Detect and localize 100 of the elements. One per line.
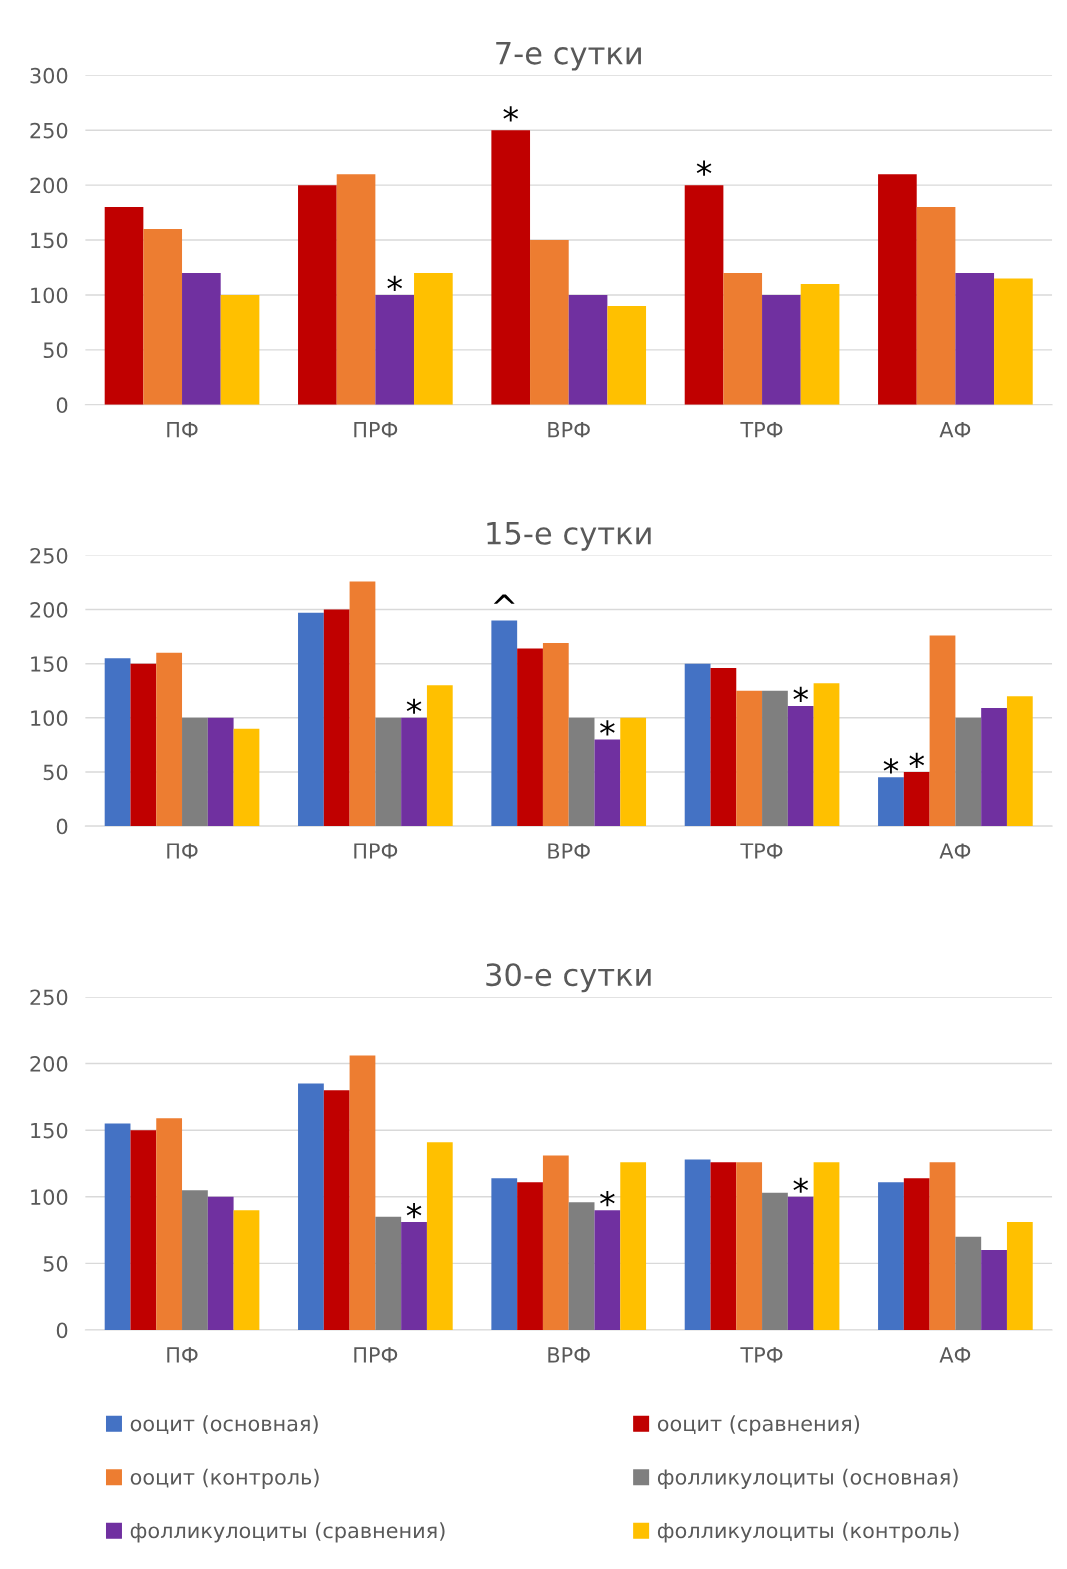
bar: [349, 1055, 376, 1331]
bar: [426, 1142, 453, 1331]
bar: [542, 1155, 569, 1331]
bar: [349, 581, 376, 827]
bar: [156, 1118, 183, 1331]
annotation: *: [406, 1202, 422, 1219]
bar: [298, 185, 337, 405]
y-tick-label: 150: [31, 656, 68, 672]
bar: [929, 1162, 956, 1331]
annotation: *: [793, 686, 809, 702]
y-tick-label: 300: [30, 67, 68, 84]
bar: [568, 294, 608, 405]
chart-title: 15-е сутки: [487, 522, 651, 551]
bar: [233, 728, 260, 827]
bar: [710, 1162, 737, 1331]
bar: [143, 229, 183, 405]
x-tick-label: АФ: [939, 843, 971, 859]
bar: [130, 1130, 157, 1331]
bar: [1006, 696, 1033, 827]
bar: [568, 1202, 595, 1331]
bar: [684, 663, 711, 827]
bar: [684, 1159, 711, 1331]
bar: [375, 294, 415, 405]
bar: [517, 1182, 543, 1331]
bar: [542, 643, 569, 827]
bar: [723, 273, 763, 405]
legend-label: ооцит (сравнения): [657, 1415, 860, 1436]
annotation: *: [883, 758, 899, 774]
bar: [994, 278, 1033, 405]
x-tick-label: ТРФ: [740, 1347, 783, 1363]
bar: [903, 1178, 930, 1331]
y-tick-label: 150: [31, 232, 68, 249]
bar: [375, 717, 402, 827]
annotation: *: [406, 698, 422, 714]
bar: [981, 708, 1007, 827]
y-tick-label: 250: [30, 547, 68, 564]
bar: [736, 1162, 763, 1331]
bar: [323, 609, 350, 827]
x-tick-label: ВРФ: [548, 422, 590, 438]
bar: [220, 294, 260, 405]
bar: [491, 620, 518, 827]
chart-title: 30-е сутки: [486, 963, 651, 993]
bar: [401, 1222, 427, 1331]
annotation: *: [387, 275, 403, 291]
x-tick-label: ПРФ: [354, 422, 398, 438]
bar: [426, 685, 453, 827]
legend-label: ооцит (контроль): [130, 1468, 319, 1489]
bar: [955, 717, 982, 827]
bar: [929, 635, 956, 827]
annotation: ^: [493, 594, 515, 604]
x-tick-label: ТРФ: [740, 422, 783, 438]
bar: [401, 717, 427, 827]
bar: [104, 658, 131, 827]
legend-label: ооцит (основная): [130, 1415, 318, 1434]
bar: [323, 1090, 350, 1331]
bar: [955, 1236, 982, 1331]
annotation: *: [793, 1177, 809, 1193]
y-tick-label: 0: [56, 818, 68, 835]
annotation: *: [600, 720, 615, 736]
y-tick-label: 200: [30, 1056, 68, 1072]
y-tick-label: 250: [30, 989, 68, 1006]
bar: [916, 207, 956, 405]
bar: [182, 1190, 208, 1331]
bar: [955, 273, 995, 405]
bar: [762, 294, 801, 405]
annotation: *: [909, 752, 925, 768]
bar: [800, 283, 840, 405]
y-tick-label: 100: [31, 1189, 68, 1206]
legend-label: фолликулоциты (контроль): [657, 1522, 959, 1543]
bar: [762, 1192, 788, 1331]
bar: [104, 1123, 131, 1331]
bar: [787, 1196, 814, 1331]
bar: [787, 705, 814, 827]
annotation: *: [503, 106, 519, 122]
x-tick-label: ПФ: [167, 1347, 198, 1363]
y-tick-label: 200: [30, 602, 68, 618]
x-tick-label: ПРФ: [354, 843, 398, 859]
bar: [298, 1083, 324, 1331]
y-tick-label: 0: [56, 1322, 68, 1339]
bar: [375, 1216, 402, 1331]
x-tick-label: АФ: [939, 422, 971, 438]
bar: [336, 174, 376, 405]
x-tick-label: ПРФ: [354, 1347, 398, 1363]
y-tick-label: 50: [43, 764, 68, 781]
bar: [878, 1182, 904, 1331]
bar: [762, 690, 788, 827]
bar: [736, 690, 763, 827]
y-tick-label: 150: [31, 1122, 68, 1139]
legend-label: фолликулоциты (основная): [657, 1468, 958, 1489]
bar: [491, 1178, 518, 1331]
bar: [684, 185, 724, 405]
bar: [104, 207, 144, 405]
x-tick-label: АФ: [939, 1347, 971, 1363]
x-tick-label: ВРФ: [548, 843, 590, 859]
bar: [568, 717, 595, 827]
bar: [981, 1250, 1007, 1331]
bar: [491, 130, 531, 405]
y-tick-label: 50: [43, 1255, 68, 1272]
bar: [207, 1196, 234, 1331]
bar: [594, 1210, 621, 1331]
